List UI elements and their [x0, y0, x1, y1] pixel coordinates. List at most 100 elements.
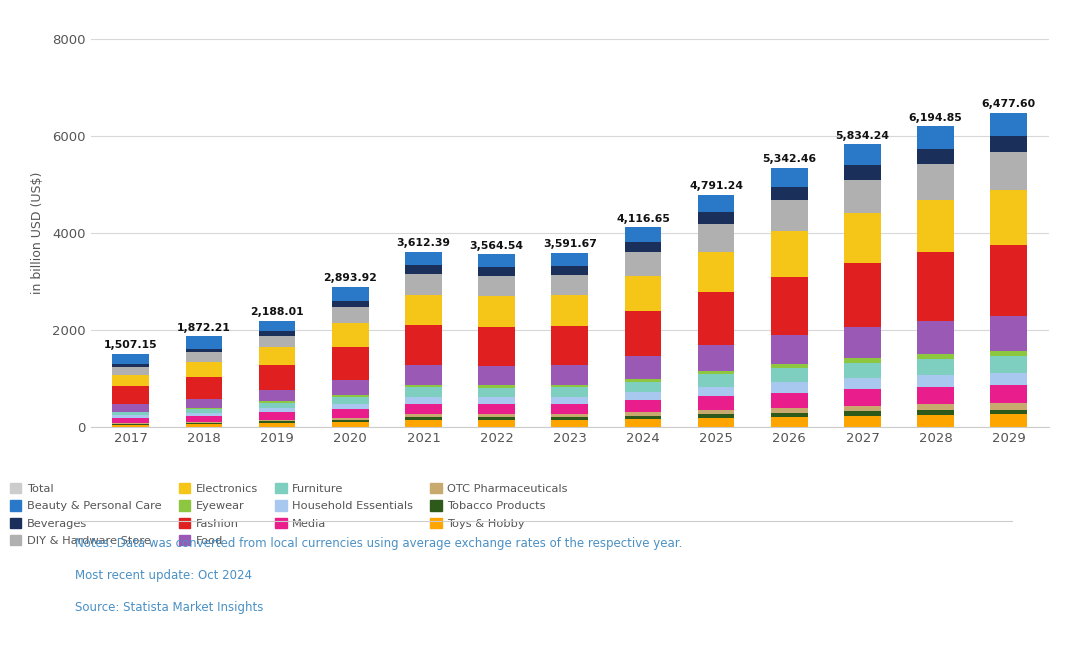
Bar [845, 180, 881, 214]
Bar [698, 418, 735, 427]
Bar [332, 397, 368, 404]
Bar [405, 397, 442, 404]
Bar [552, 388, 588, 397]
Bar [185, 349, 223, 353]
Bar [625, 356, 661, 378]
Bar [625, 400, 661, 412]
Bar [405, 417, 442, 420]
Bar [625, 378, 661, 382]
Bar [845, 415, 881, 427]
Bar [625, 416, 661, 419]
Bar [478, 385, 514, 388]
Bar [259, 321, 295, 331]
Bar [185, 408, 223, 410]
Bar [917, 354, 954, 358]
Bar [698, 396, 735, 410]
Bar [552, 253, 588, 266]
Bar [259, 403, 295, 408]
Bar [698, 252, 735, 292]
Bar [332, 347, 368, 380]
Bar [405, 274, 442, 295]
Bar [259, 421, 295, 423]
Bar [625, 242, 661, 252]
Bar [113, 425, 149, 427]
Bar [185, 353, 223, 362]
Bar [478, 276, 514, 296]
Bar [625, 382, 661, 393]
Bar [771, 408, 807, 413]
Bar [771, 417, 807, 427]
Bar [771, 168, 807, 187]
Bar [698, 224, 735, 252]
Bar [185, 413, 223, 416]
Bar [771, 276, 807, 335]
Legend: Total, Beauty & Personal Care, Beverages, DIY & Hardware Store, Electronics, Eye: Total, Beauty & Personal Care, Beverages… [10, 483, 568, 546]
Bar [478, 414, 514, 417]
Bar [113, 354, 149, 364]
Bar [478, 388, 514, 397]
Bar [990, 385, 1027, 404]
Bar [405, 387, 442, 397]
Bar [259, 420, 295, 421]
Bar [259, 390, 295, 401]
Bar [845, 378, 881, 389]
Bar [552, 404, 588, 414]
Text: 3,564.54: 3,564.54 [470, 241, 524, 250]
Bar [845, 165, 881, 180]
Bar [698, 414, 735, 418]
Bar [332, 324, 368, 347]
Bar [185, 410, 223, 413]
Bar [917, 321, 954, 354]
Bar [259, 412, 295, 420]
Bar [332, 404, 368, 409]
Bar [552, 275, 588, 296]
Text: 4,791.24: 4,791.24 [689, 181, 743, 191]
Bar [771, 413, 807, 417]
Bar [771, 382, 807, 393]
Bar [771, 335, 807, 364]
Bar [552, 366, 588, 385]
Bar [332, 422, 368, 427]
Bar [552, 417, 588, 420]
Text: 5,834.24: 5,834.24 [835, 131, 889, 140]
Bar [990, 113, 1027, 137]
Bar [845, 389, 881, 406]
Bar [845, 144, 881, 165]
Bar [917, 415, 954, 427]
Bar [332, 418, 368, 421]
Bar [845, 358, 881, 363]
Bar [771, 201, 807, 232]
Y-axis label: in billion USD (US$): in billion USD (US$) [31, 171, 44, 294]
Bar [552, 397, 588, 404]
Bar [185, 423, 223, 424]
Bar [478, 417, 514, 420]
Bar [698, 195, 735, 212]
Bar [113, 367, 149, 375]
Bar [625, 252, 661, 276]
Text: 6,477.60: 6,477.60 [982, 99, 1036, 109]
Bar [625, 412, 661, 416]
Bar [113, 424, 149, 425]
Bar [405, 252, 442, 265]
Bar [478, 327, 514, 366]
Bar [917, 375, 954, 387]
Bar [625, 311, 661, 356]
Bar [405, 384, 442, 387]
Bar [552, 326, 588, 366]
Bar [845, 411, 881, 415]
Bar [698, 212, 735, 224]
Bar [478, 420, 514, 427]
Bar [990, 351, 1027, 356]
Bar [185, 416, 223, 422]
Bar [332, 307, 368, 324]
Text: 5,342.46: 5,342.46 [763, 155, 817, 164]
Bar [185, 399, 223, 408]
Bar [698, 410, 735, 414]
Bar [113, 404, 149, 411]
Bar [405, 295, 442, 325]
Bar [478, 254, 514, 267]
Bar [625, 227, 661, 242]
Bar [552, 296, 588, 326]
Bar [259, 336, 295, 347]
Bar [113, 413, 149, 415]
